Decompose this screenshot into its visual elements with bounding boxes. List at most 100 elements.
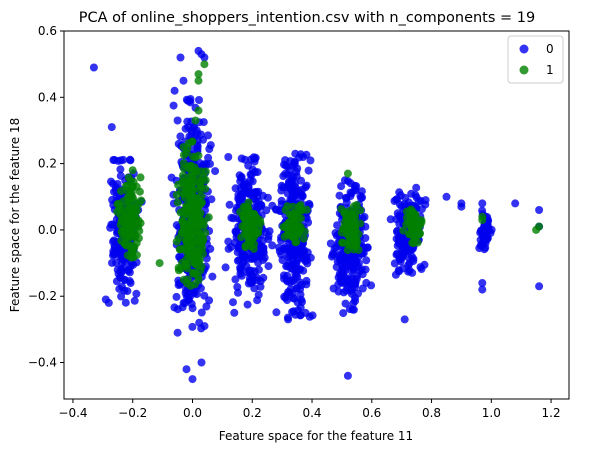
scatter-point-series-0 <box>386 215 395 224</box>
scatter-point-series-0 <box>272 205 281 214</box>
scatter-point-series-1 <box>190 211 198 220</box>
y-tick-label: −0.4 <box>28 356 57 370</box>
scatter-point-series-0 <box>116 273 125 282</box>
scatter-point-series-1 <box>117 187 125 196</box>
scatter-point-series-0 <box>367 281 376 290</box>
scatter-point-series-0 <box>241 155 249 164</box>
scatter-point-series-0 <box>347 273 356 282</box>
scatter-point-series-0 <box>221 263 230 272</box>
scatter-point-series-0 <box>245 266 253 275</box>
scatter-point-series-0 <box>289 256 298 265</box>
scatter-point-series-0 <box>204 153 213 162</box>
y-axis: −0.4 −0.2 0.0 0.2 0.4 0.6 <box>28 24 64 370</box>
scatter-point-series-0 <box>392 215 401 224</box>
scatter-point-series-0 <box>108 258 116 267</box>
scatter-point-series-0 <box>390 259 399 268</box>
chart-title: PCA of online_shoppers_intention.csv wit… <box>79 10 536 26</box>
scatter-point-series-0 <box>354 259 363 268</box>
scatter-point-series-0 <box>306 156 315 165</box>
scatter-point-series-1 <box>356 219 365 228</box>
scatter-point-series-1 <box>129 177 138 186</box>
scatter-point-series-0 <box>200 53 209 62</box>
scatter-point-series-1 <box>290 215 299 224</box>
scatter-point-series-1 <box>194 76 203 85</box>
scatter-point-series-0 <box>362 256 371 265</box>
scatter-point-series-1 <box>343 169 352 178</box>
scatter-point-series-0 <box>411 191 420 200</box>
scatter-point-series-1 <box>409 239 418 248</box>
scatter-point-series-0 <box>478 279 487 287</box>
scatter-point-series-0 <box>291 179 299 188</box>
scatter-point-series-0 <box>392 195 401 204</box>
scatter-point-series-1 <box>191 116 200 125</box>
scatter-point-series-0 <box>107 123 116 132</box>
scatter-point-series-1 <box>338 238 346 247</box>
scatter-point-series-0 <box>354 289 362 298</box>
x-tick-label: −0.4 <box>58 406 87 420</box>
scatter-point-series-0 <box>340 176 349 185</box>
scatter-point-series-0 <box>337 277 346 286</box>
scatter-point-series-1 <box>155 259 164 268</box>
scatter-point-series-0 <box>244 188 252 197</box>
scatter-point-series-1 <box>179 143 188 151</box>
scatter-point-series-0 <box>104 298 113 307</box>
scatter-point-series-0 <box>291 149 300 158</box>
scatter-point-series-0 <box>290 187 299 196</box>
scatter-point-series-0 <box>107 220 116 229</box>
scatter-point-series-1 <box>188 137 197 146</box>
scatter-point-series-1 <box>185 231 193 240</box>
scatter-point-series-0 <box>349 264 358 273</box>
scatter-point-series-1 <box>194 276 203 284</box>
scatter-point-series-1 <box>478 216 487 224</box>
scatter-point-series-0 <box>298 246 307 255</box>
scatter-point-series-0 <box>295 265 304 274</box>
scatter-point-series-1 <box>197 191 206 200</box>
scatter-point-series-0 <box>342 194 351 202</box>
scatter-point-series-0 <box>123 287 132 296</box>
legend-box <box>507 35 564 84</box>
scatter-point-series-0 <box>341 266 349 275</box>
scatter-point-series-0 <box>247 170 256 179</box>
scatter-point-series-0 <box>358 284 367 293</box>
scatter-point-series-0 <box>130 296 139 305</box>
scatter-point-series-1 <box>535 222 544 231</box>
scatter-point-series-1 <box>192 218 201 227</box>
scatter-point-series-0 <box>117 292 126 301</box>
y-tick-label: −0.2 <box>28 289 57 303</box>
scatter-point-series-0 <box>207 195 216 204</box>
scatter-point-series-1 <box>173 198 182 207</box>
scatter-point-series-0 <box>478 285 487 294</box>
scatter-point-series-0 <box>200 322 209 331</box>
scatter-point-series-1 <box>198 249 207 258</box>
scatter-point-series-0 <box>402 238 411 247</box>
scatter-point-series-1 <box>349 217 358 226</box>
scatter-point-series-0 <box>176 53 185 62</box>
scatter-point-series-0 <box>283 170 292 179</box>
scatter-point-series-1 <box>193 261 202 270</box>
scatter-point-series-0 <box>204 131 212 140</box>
legend-label-1: 1 <box>546 63 554 77</box>
scatter-point-series-0 <box>280 160 288 169</box>
scatter-point-series-0 <box>272 308 281 317</box>
scatter-point-series-0 <box>346 286 355 295</box>
x-tick-label: 0.0 <box>183 406 202 420</box>
scatter-point-series-1 <box>175 234 184 243</box>
scatter-point-series-0 <box>395 188 404 197</box>
scatter-point-series-1 <box>179 164 188 173</box>
scatter-point-series-1 <box>179 275 188 284</box>
scatter-point-series-0 <box>356 191 365 200</box>
scatter-point-series-0 <box>481 239 490 247</box>
scatter-point-series-0 <box>132 289 141 298</box>
scatter-point-series-0 <box>339 309 348 318</box>
legend-label-0: 0 <box>546 42 554 56</box>
scatter-point-series-0 <box>182 365 191 374</box>
scatter-point-series-0 <box>264 262 273 271</box>
scatter-point-series-1 <box>351 229 359 238</box>
scatter-point-series-0 <box>229 298 237 307</box>
scatter-point-series-1 <box>136 173 145 182</box>
scatter-point-series-1 <box>189 152 198 161</box>
scatter-point-series-0 <box>254 265 263 274</box>
scatter-point-series-0 <box>202 302 211 311</box>
scatter-point-series-1 <box>181 261 190 270</box>
